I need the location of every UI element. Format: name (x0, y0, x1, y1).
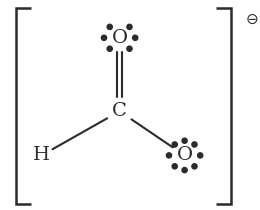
Text: H: H (33, 146, 50, 164)
Circle shape (133, 35, 138, 40)
Text: O: O (177, 146, 193, 164)
Circle shape (127, 46, 132, 51)
Text: ⊖: ⊖ (246, 11, 259, 26)
Circle shape (101, 35, 107, 40)
Circle shape (127, 24, 132, 29)
Circle shape (182, 168, 187, 173)
Circle shape (182, 138, 187, 143)
Circle shape (107, 24, 112, 29)
Circle shape (107, 46, 112, 51)
Circle shape (172, 164, 177, 169)
Circle shape (172, 142, 177, 147)
Text: O: O (112, 29, 128, 47)
Circle shape (192, 164, 197, 169)
Circle shape (198, 153, 203, 158)
Circle shape (166, 153, 172, 158)
Text: C: C (112, 102, 127, 120)
Circle shape (192, 142, 197, 147)
